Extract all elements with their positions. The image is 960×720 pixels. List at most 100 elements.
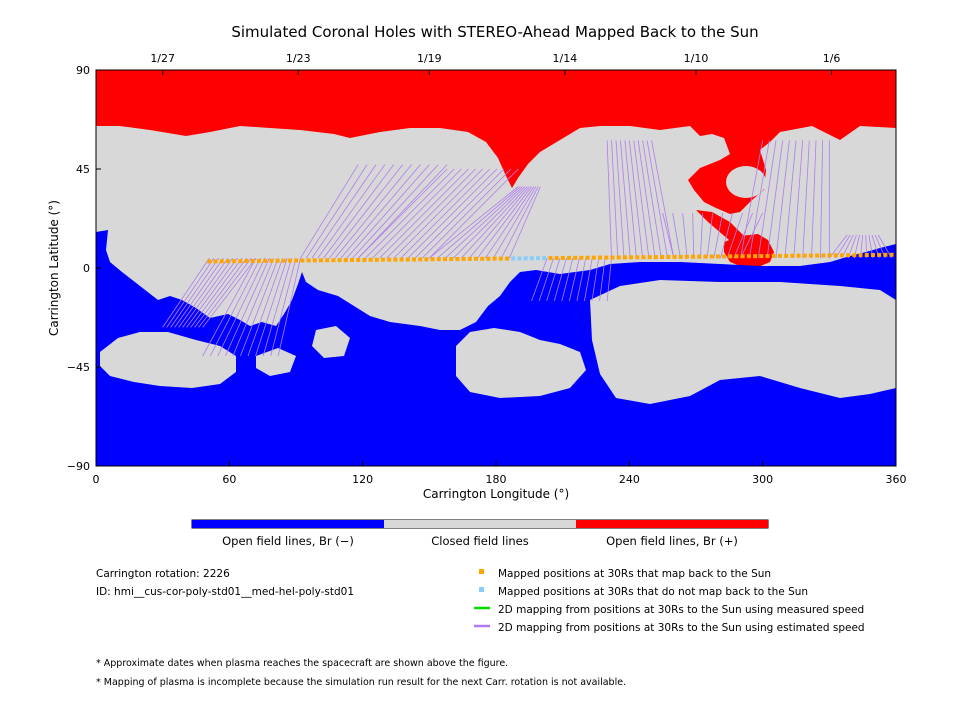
mapped-position — [567, 255, 572, 260]
mapping-line — [740, 212, 764, 259]
mapping-line — [323, 164, 395, 259]
closed-island-south-3 — [590, 280, 896, 404]
mapped-position — [263, 258, 268, 263]
mapping-line — [198, 257, 252, 328]
mapped-position — [722, 254, 727, 259]
mapping-line — [500, 186, 539, 259]
mapped-position — [554, 256, 559, 261]
closed-island-south-4 — [256, 348, 296, 376]
mapped-position — [591, 255, 596, 260]
mapping-line — [553, 257, 567, 302]
mapping-line — [240, 257, 279, 357]
mapping-line — [492, 186, 537, 259]
mapped-position — [598, 255, 603, 260]
colorbar-label: Open field lines, Br (+) — [606, 534, 738, 548]
mapping-line — [445, 186, 523, 259]
x-tick-label: 0 — [93, 473, 100, 486]
mapping-line — [637, 140, 656, 259]
mapping-line — [209, 257, 261, 357]
mapped-position — [821, 253, 826, 258]
mapping-line — [400, 168, 491, 259]
mapping-line — [329, 164, 403, 259]
mapping-line — [591, 258, 600, 302]
mapping-line — [317, 164, 386, 259]
mapping-line — [611, 140, 619, 259]
colorbar-segment — [384, 520, 576, 528]
positive-coronal-hole-north — [96, 70, 896, 214]
mapping-line — [748, 140, 770, 259]
mapped-position — [666, 254, 671, 259]
mapped-position — [368, 257, 373, 262]
mapping-line — [421, 168, 512, 259]
mapping-line — [531, 257, 548, 302]
mapping-line — [386, 168, 476, 259]
mapping-line — [615, 140, 625, 259]
mapping-line — [461, 186, 528, 259]
mapped-position — [474, 256, 479, 261]
mapped-position — [784, 253, 789, 258]
mapping-line — [775, 140, 790, 259]
mapping-line — [508, 186, 541, 259]
mapping-line — [546, 257, 561, 302]
mapped-position — [486, 256, 491, 261]
mapped-position — [802, 253, 807, 258]
mapping-line — [624, 140, 637, 259]
mapping-line — [692, 212, 695, 259]
mapping-line — [811, 140, 817, 259]
mapping-line — [270, 257, 297, 357]
unmapped-position — [542, 256, 547, 261]
mapping-line — [407, 168, 498, 259]
carrington-rotation: Carrington rotation: 2226 — [96, 568, 230, 580]
mapped-positions — [207, 252, 894, 264]
closed-island-south-5 — [312, 326, 350, 358]
mapped-position — [399, 257, 404, 262]
mapping-line — [202, 257, 257, 328]
mapping-line — [662, 212, 675, 259]
mapped-position — [213, 259, 218, 264]
mapping-line — [628, 140, 644, 259]
mapped-position — [808, 253, 813, 258]
mapped-position — [647, 255, 652, 260]
mapping-line — [706, 212, 714, 259]
mapped-position — [461, 256, 466, 261]
chart-title: Simulated Coronal Holes with STEREO-Ahea… — [231, 23, 758, 41]
mapped-position — [430, 257, 435, 262]
y-tick-label: 45 — [76, 163, 90, 176]
mapped-position — [480, 256, 485, 261]
mapped-position — [753, 254, 758, 259]
mapped-position — [635, 255, 640, 260]
colorbar: Open field lines, Br (−) Closed field lin… — [191, 519, 769, 548]
mapped-position — [362, 257, 367, 262]
mapped-position — [250, 258, 255, 263]
mapped-position — [889, 252, 894, 257]
date-axis: 1/27 1/23 1/19 1/14 1/10 1/6 — [150, 52, 840, 75]
mapped-position — [269, 258, 274, 263]
mapping-line — [357, 168, 448, 259]
mapping-line — [178, 257, 229, 328]
mapped-position — [225, 259, 230, 264]
date-tick-label: 1/19 — [417, 52, 442, 65]
mapped-position — [759, 254, 764, 259]
run-id: ID: hmi__cus-cor-poly-std01__med-hel-pol… — [96, 586, 354, 598]
mapping-line — [713, 212, 724, 259]
mapped-position — [827, 253, 832, 258]
mapped-position — [883, 252, 888, 257]
note-dates: * Approximate dates when plasma reaches … — [96, 658, 508, 669]
mapping-line — [174, 257, 224, 328]
mapping-line — [576, 258, 587, 302]
mapped-position — [864, 253, 869, 258]
y-tick-label: −90 — [67, 460, 90, 473]
mapped-position — [604, 255, 609, 260]
mapping-line — [194, 257, 247, 328]
mapped-position — [294, 258, 299, 263]
closed-island-south-2 — [456, 328, 586, 398]
mapped-position — [337, 258, 342, 263]
mapping-line — [217, 257, 266, 357]
mapping-line — [740, 140, 764, 259]
mapped-position — [573, 255, 578, 260]
y-tick-label: 90 — [76, 64, 90, 77]
mapping-line — [620, 140, 631, 259]
mapped-position — [356, 257, 361, 262]
date-tick-label: 1/10 — [684, 52, 709, 65]
